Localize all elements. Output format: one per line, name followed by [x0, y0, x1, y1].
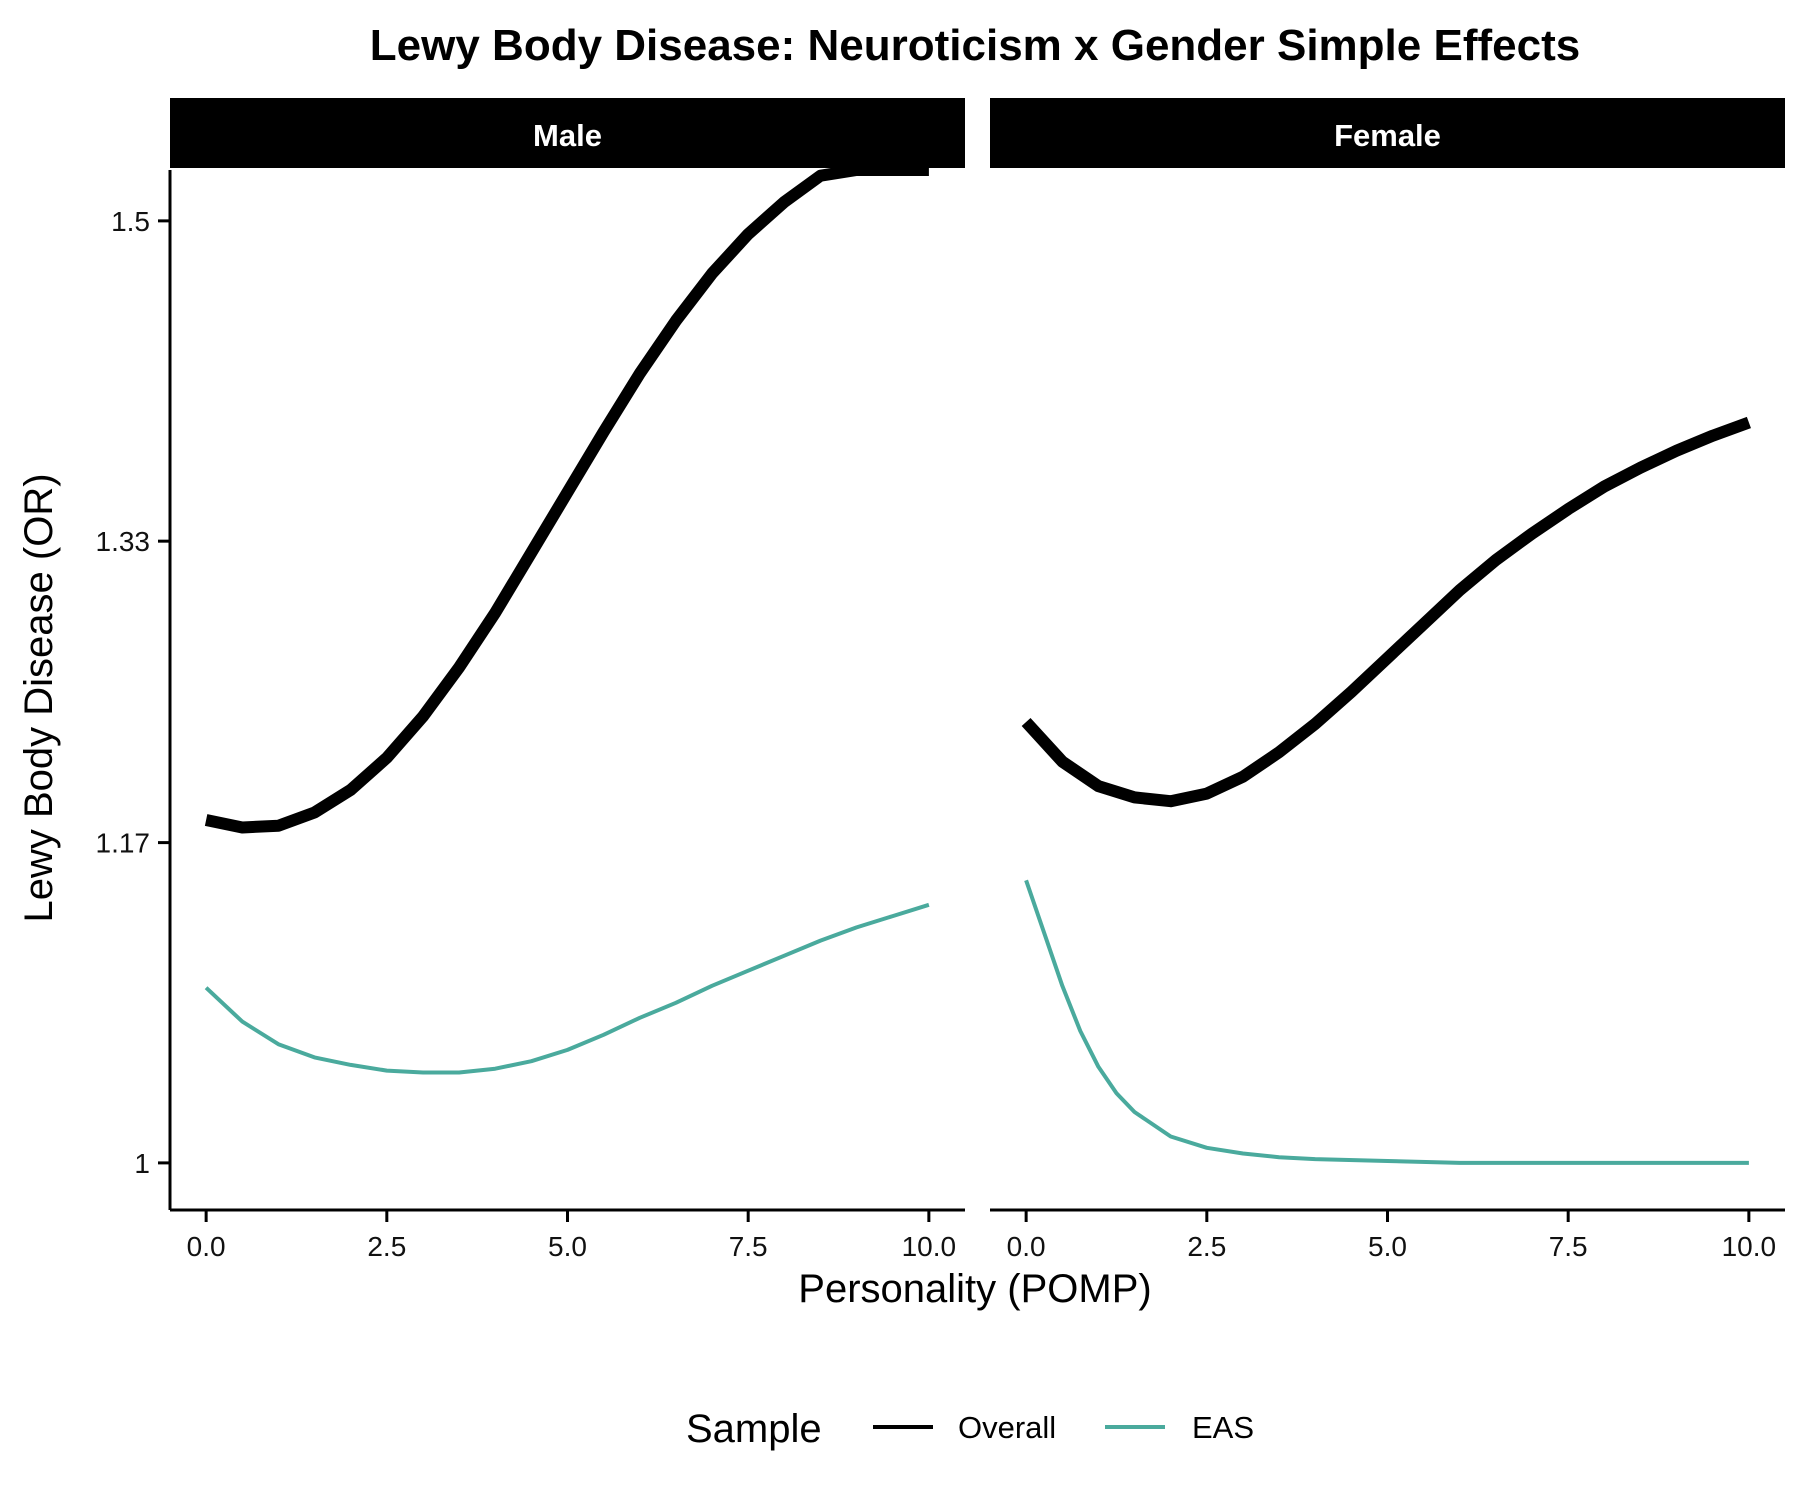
x-tick-label-female: 10.0	[1722, 1231, 1777, 1262]
y-tick-label: 1.17	[96, 828, 151, 859]
x-tick-label-female: 7.5	[1549, 1231, 1588, 1262]
x-tick-label-male: 5.0	[548, 1231, 587, 1262]
series-line-male-overall	[204, 164, 929, 834]
legend: Sample Overall EAS	[686, 1407, 1254, 1451]
y-tick-label: 1	[134, 1148, 150, 1179]
x-tick-label-male: 0.0	[187, 1231, 226, 1262]
series-line-male-eas	[204, 902, 930, 1075]
series-line-female-overall	[1021, 416, 1751, 808]
series-line-female-eas	[1024, 879, 1749, 1165]
panel-male: Male 0.0 2.5 5.0 7.5 10.0	[170, 98, 965, 1262]
x-tick-label-female: 2.5	[1187, 1231, 1226, 1262]
strip-female	[990, 98, 1785, 168]
y-axis-title: Lewy Body Disease (OR)	[17, 473, 61, 922]
panel-female: Female 0.0 2.5 5.0 7.5 10.0	[990, 98, 1785, 1262]
x-tick-label-female: 0.0	[1007, 1231, 1046, 1262]
y-tick-label: 1.33	[96, 526, 151, 557]
strip-label-male: Male	[533, 118, 602, 153]
strip-label-female: Female	[1334, 118, 1441, 153]
x-axis-title: Personality (POMP)	[798, 1267, 1151, 1311]
legend-label-overall: Overall	[958, 1410, 1056, 1445]
y-axis-ticks: 1 1.17 1.33 1.5	[96, 170, 172, 1210]
x-tick-label-male: 7.5	[729, 1231, 768, 1262]
x-tick-label-male: 10.0	[902, 1231, 957, 1262]
x-tick-label-male: 2.5	[367, 1231, 406, 1262]
y-tick-label: 1.5	[111, 206, 150, 237]
chart-title: Lewy Body Disease: Neuroticism x Gender …	[370, 21, 1580, 70]
legend-label-eas: EAS	[1192, 1410, 1254, 1445]
strip-male	[170, 98, 965, 168]
legend-title: Sample	[686, 1407, 822, 1451]
x-tick-label-female: 5.0	[1368, 1231, 1407, 1262]
